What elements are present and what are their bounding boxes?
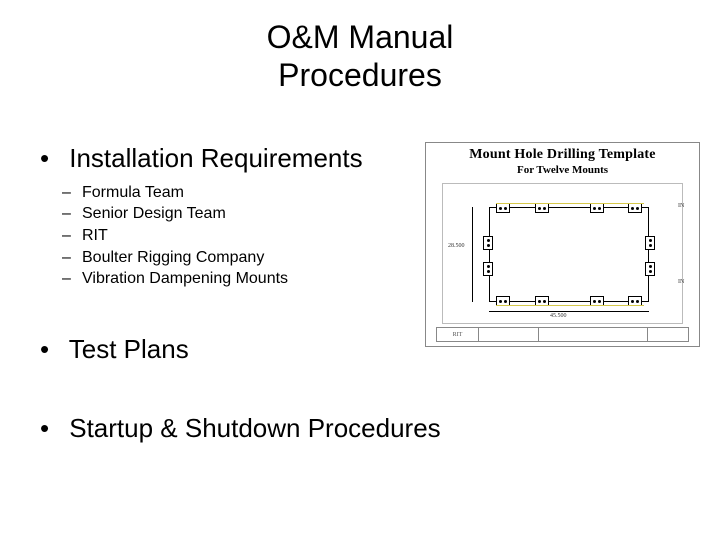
bullet-startup-shutdown: Startup & Shutdown Procedures: [62, 413, 720, 444]
dim-label: IN: [678, 203, 684, 209]
tb-cell: [479, 328, 539, 341]
template-diagram: Mount Hole Drilling Template For Twelve …: [425, 142, 700, 347]
title-line-2: Procedures: [0, 56, 720, 94]
bullet-text: Test Plans: [69, 334, 189, 364]
diagram-drawing: 28.500 IN IN 45.500: [434, 183, 691, 324]
tb-cell: [539, 328, 648, 341]
main-list: Test Plans Startup & Shutdown Procedures: [62, 334, 720, 444]
title-line-1: O&M Manual: [0, 18, 720, 56]
title-block: RIT: [436, 327, 689, 342]
dim-label: 28.500: [448, 243, 465, 249]
diagram-subtitle: For Twelve Mounts: [426, 163, 699, 176]
slide-title: O&M Manual Procedures: [0, 0, 720, 95]
tb-cell: RIT: [437, 328, 479, 341]
mount-outline: [489, 207, 649, 302]
bullet-text: Startup & Shutdown Procedures: [69, 413, 440, 443]
dim-label: 45.500: [550, 313, 567, 319]
bullet-text: Installation Requirements: [69, 143, 362, 173]
diagram-title: Mount Hole Drilling Template: [426, 143, 699, 163]
dim-label: IN: [678, 279, 684, 285]
tb-cell: [648, 328, 688, 341]
